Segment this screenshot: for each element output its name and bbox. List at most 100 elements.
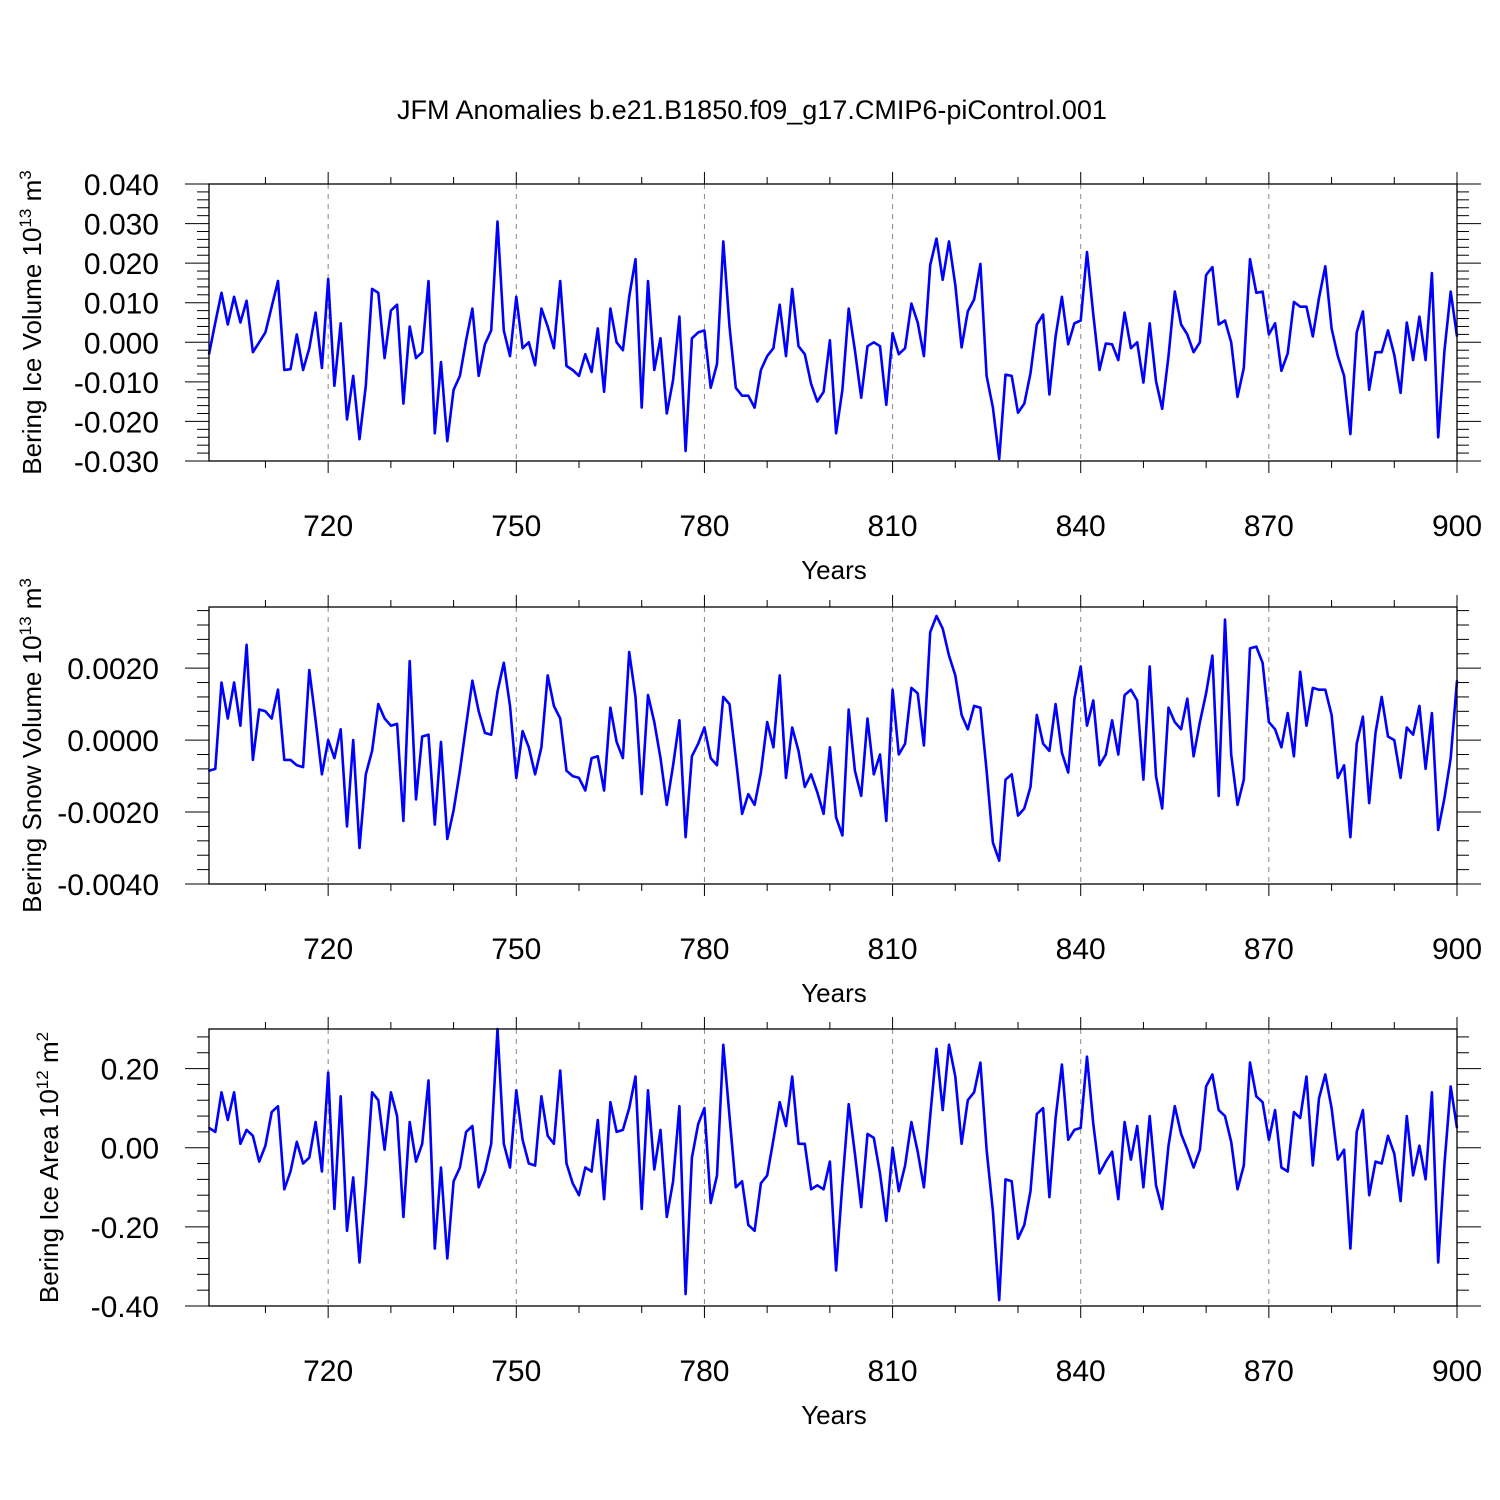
data-point — [829, 1160, 831, 1163]
data-point — [321, 367, 323, 369]
data-point — [653, 1168, 656, 1171]
data-point — [415, 798, 417, 801]
data-point — [1380, 696, 1383, 698]
data-point — [245, 299, 248, 302]
data-point — [1299, 305, 1302, 308]
data-point — [916, 321, 919, 324]
data-point — [1330, 327, 1333, 330]
data-point — [829, 339, 831, 342]
data-point — [1330, 714, 1333, 716]
data-point — [941, 278, 944, 281]
data-point — [766, 1174, 769, 1177]
data-point — [1073, 697, 1076, 700]
data-point — [841, 1182, 844, 1185]
data-point — [1048, 393, 1051, 396]
data-point — [408, 1121, 411, 1123]
data-point — [226, 717, 229, 720]
data-point — [1261, 1101, 1264, 1104]
data-point — [966, 1099, 969, 1102]
data-point — [992, 406, 994, 409]
data-point — [484, 343, 486, 346]
data-point — [220, 1091, 223, 1094]
data-point — [854, 769, 856, 772]
data-point — [1061, 751, 1063, 754]
data-point — [1224, 618, 1226, 621]
data-point — [565, 365, 568, 367]
plot-frame — [208, 606, 1458, 885]
data-point — [1311, 1164, 1314, 1167]
y-tick-label: -0.0020 — [57, 797, 159, 830]
data-point — [1336, 777, 1339, 779]
data-point — [1155, 1184, 1157, 1187]
data-point — [1098, 764, 1101, 767]
data-point — [1380, 351, 1383, 354]
data-point — [358, 1261, 361, 1264]
data-point — [1343, 375, 1345, 377]
data-point — [352, 739, 355, 741]
data-point — [559, 280, 562, 282]
data-point — [1405, 1115, 1408, 1117]
data-point — [484, 1170, 486, 1173]
data-point — [440, 1166, 442, 1169]
data-point — [1349, 433, 1352, 435]
data-point — [760, 1182, 762, 1185]
data-point — [816, 400, 819, 403]
data-point — [803, 353, 806, 356]
data-point — [1148, 1115, 1151, 1117]
data-point — [521, 730, 524, 732]
data-point — [452, 809, 455, 812]
data-point — [258, 708, 261, 711]
data-point — [1167, 1144, 1170, 1147]
data-point — [728, 325, 731, 328]
data-point — [872, 341, 875, 344]
data-point — [897, 353, 900, 356]
data-point — [578, 375, 580, 377]
data-point — [1412, 1174, 1414, 1177]
data-point — [860, 396, 863, 399]
data-point — [390, 724, 392, 727]
data-point — [1293, 301, 1295, 303]
data-point — [1305, 305, 1308, 308]
data-point — [1324, 265, 1327, 268]
data-point — [966, 728, 969, 731]
data-point — [992, 841, 994, 844]
data-point — [791, 726, 794, 729]
data-point — [233, 681, 236, 684]
data-point — [239, 724, 242, 727]
data-point — [960, 346, 963, 349]
data-point — [1431, 712, 1433, 714]
data-point — [527, 746, 530, 749]
data-point — [402, 402, 405, 405]
data-point — [1010, 1180, 1013, 1183]
data-point — [797, 1142, 800, 1145]
data-point — [578, 777, 580, 779]
data-point — [452, 1180, 455, 1183]
data-point — [245, 643, 248, 646]
data-point — [1255, 645, 1258, 648]
y-axis-title-unit-exponent: 3 — [16, 578, 35, 587]
data-point — [747, 394, 750, 397]
y-tick-label: 0.010 — [84, 288, 159, 321]
x-tick-label-720: 720 — [303, 510, 353, 543]
data-point — [1004, 1178, 1007, 1181]
data-point — [540, 307, 543, 310]
data-point — [973, 1091, 975, 1094]
data-point — [1380, 1162, 1383, 1165]
data-point — [465, 724, 467, 727]
data-point — [377, 703, 380, 705]
data-point — [333, 1208, 336, 1210]
data-point — [1205, 1085, 1207, 1088]
data-point — [766, 355, 769, 357]
x-tick-label-870: 870 — [1244, 933, 1294, 966]
x-tick-label-900: 900 — [1432, 933, 1482, 966]
data-point — [904, 742, 906, 745]
data-point — [791, 1075, 794, 1078]
y-tick-label: -0.20 — [91, 1212, 159, 1245]
data-point — [885, 1220, 888, 1222]
data-point — [321, 1170, 323, 1173]
data-point — [1424, 359, 1427, 361]
data-point — [295, 764, 298, 767]
data-point — [346, 1229, 348, 1232]
data-point — [1199, 341, 1201, 344]
data-point — [659, 757, 662, 759]
